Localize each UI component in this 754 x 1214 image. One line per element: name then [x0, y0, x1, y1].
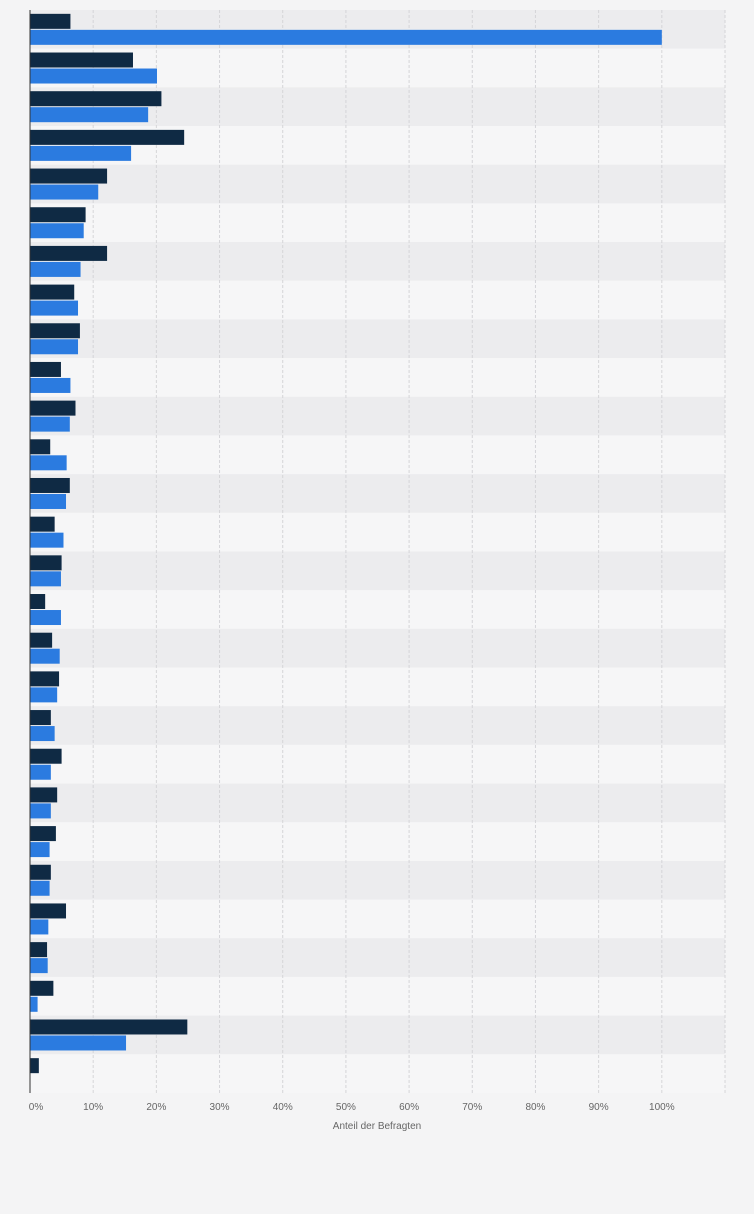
- bar: [30, 594, 46, 610]
- x-tick-label: 10%: [83, 1102, 103, 1113]
- bar: [30, 919, 49, 935]
- bar: [30, 1058, 39, 1074]
- row-band: [30, 242, 725, 281]
- row-band: [30, 899, 725, 939]
- x-axis-label: Anteil der Befragten: [333, 1121, 421, 1132]
- bar: [30, 477, 70, 493]
- bar: [30, 493, 67, 509]
- bar: [30, 245, 108, 261]
- bar: [30, 958, 48, 974]
- x-tick-label: 20%: [146, 1102, 166, 1113]
- bar: [30, 864, 51, 880]
- row-band: [30, 706, 725, 745]
- bar: [30, 880, 50, 896]
- bar: [30, 300, 79, 316]
- row-band: [30, 822, 725, 861]
- bar: [30, 207, 86, 223]
- x-tick-label: 40%: [273, 1102, 293, 1113]
- bar: [30, 996, 38, 1012]
- bar: [30, 942, 48, 958]
- x-tick-label: 70%: [462, 1102, 482, 1113]
- bar: [30, 145, 132, 161]
- bar: [30, 416, 70, 432]
- bar: [30, 261, 81, 277]
- bar: [30, 68, 157, 84]
- bar: [30, 339, 79, 355]
- x-tick-label: 100%: [649, 1102, 675, 1113]
- row-band: [30, 396, 725, 436]
- bar: [30, 439, 51, 455]
- row-bands: [30, 10, 725, 1093]
- bar: [30, 129, 185, 145]
- bar: [30, 710, 51, 726]
- row-band: [30, 938, 725, 977]
- bar: [30, 52, 133, 68]
- row-band: [30, 783, 725, 823]
- bar: [30, 687, 58, 703]
- bar: [30, 377, 71, 393]
- bar: [30, 400, 76, 416]
- gridlines: [92, 10, 726, 1093]
- x-tick-label: 0%: [29, 1102, 44, 1113]
- bar: [30, 516, 55, 532]
- x-tick-label: 60%: [399, 1102, 419, 1113]
- row-band: [30, 319, 725, 359]
- row-band: [30, 744, 725, 784]
- bar: [30, 13, 71, 29]
- row-band: [30, 435, 725, 475]
- bars: [30, 13, 662, 1074]
- bar: [30, 107, 149, 123]
- row-band: [30, 628, 725, 668]
- bar: [30, 648, 60, 664]
- row-band: [30, 590, 725, 629]
- row-band: [30, 512, 725, 552]
- x-axis: 0% 10% 20% 30% 40% 50% 60% 70% 80% 90% 100%: [29, 10, 675, 1113]
- bar: [30, 323, 80, 339]
- row-band: [30, 280, 725, 320]
- bar: [30, 223, 84, 239]
- row-band: [30, 860, 725, 900]
- bar: [30, 168, 108, 184]
- bar: [30, 903, 67, 919]
- bar: [30, 184, 99, 200]
- x-tick-label: 90%: [589, 1102, 609, 1113]
- bar: [30, 803, 51, 819]
- bar: [30, 748, 62, 764]
- bar: [30, 610, 61, 626]
- bar: [30, 91, 162, 107]
- bar: [30, 361, 61, 377]
- bar: [30, 1035, 127, 1051]
- bar: [30, 726, 55, 742]
- bar: [30, 980, 54, 996]
- bar: [30, 671, 60, 687]
- bar: [30, 455, 67, 471]
- row-band: [30, 474, 725, 513]
- bar: [30, 826, 56, 842]
- row-band: [30, 164, 725, 204]
- x-tick-label: 30%: [210, 1102, 230, 1113]
- row-band: [30, 667, 725, 707]
- row-band: [30, 1054, 725, 1093]
- x-tick-label: 80%: [525, 1102, 545, 1113]
- bar: [30, 842, 50, 858]
- bar: [30, 787, 58, 803]
- bar: [30, 29, 662, 45]
- bar: [30, 284, 75, 300]
- row-band: [30, 976, 725, 1016]
- bar: [30, 532, 64, 548]
- bar: [30, 555, 62, 571]
- x-tick-label: 50%: [336, 1102, 356, 1113]
- bar: [30, 1019, 188, 1035]
- bar: [30, 764, 51, 780]
- row-band: [30, 203, 725, 243]
- row-band: [30, 551, 725, 591]
- bar: [30, 571, 61, 587]
- row-band: [30, 358, 725, 397]
- bar: [30, 632, 53, 648]
